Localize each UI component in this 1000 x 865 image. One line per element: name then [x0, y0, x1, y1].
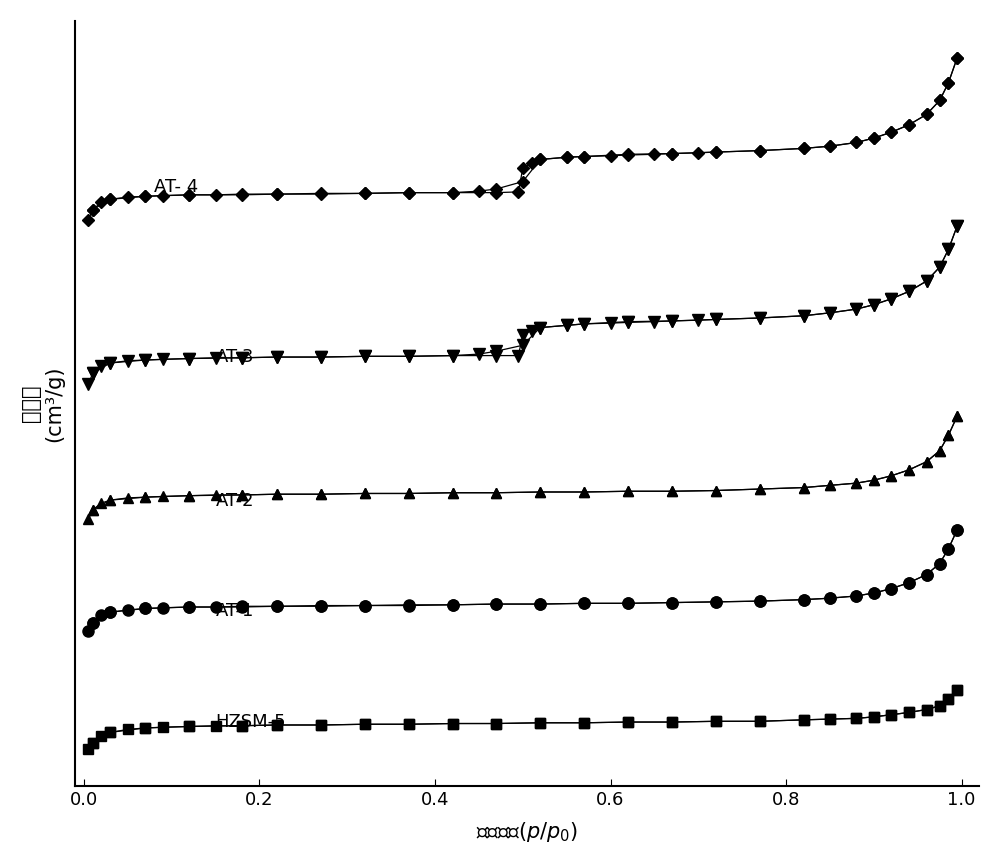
Text: HZSM-5: HZSM-5 — [216, 713, 286, 731]
X-axis label: 相对压力$(p/p_0)$: 相对压力$(p/p_0)$ — [476, 820, 578, 844]
Text: AT-1: AT-1 — [216, 602, 254, 620]
Y-axis label: 吸收量
(cm³/g): 吸收量 (cm³/g) — [21, 365, 64, 442]
Text: AT-2: AT-2 — [216, 491, 254, 509]
Text: AT-3: AT-3 — [216, 348, 254, 366]
Text: AT- 4: AT- 4 — [154, 178, 198, 196]
